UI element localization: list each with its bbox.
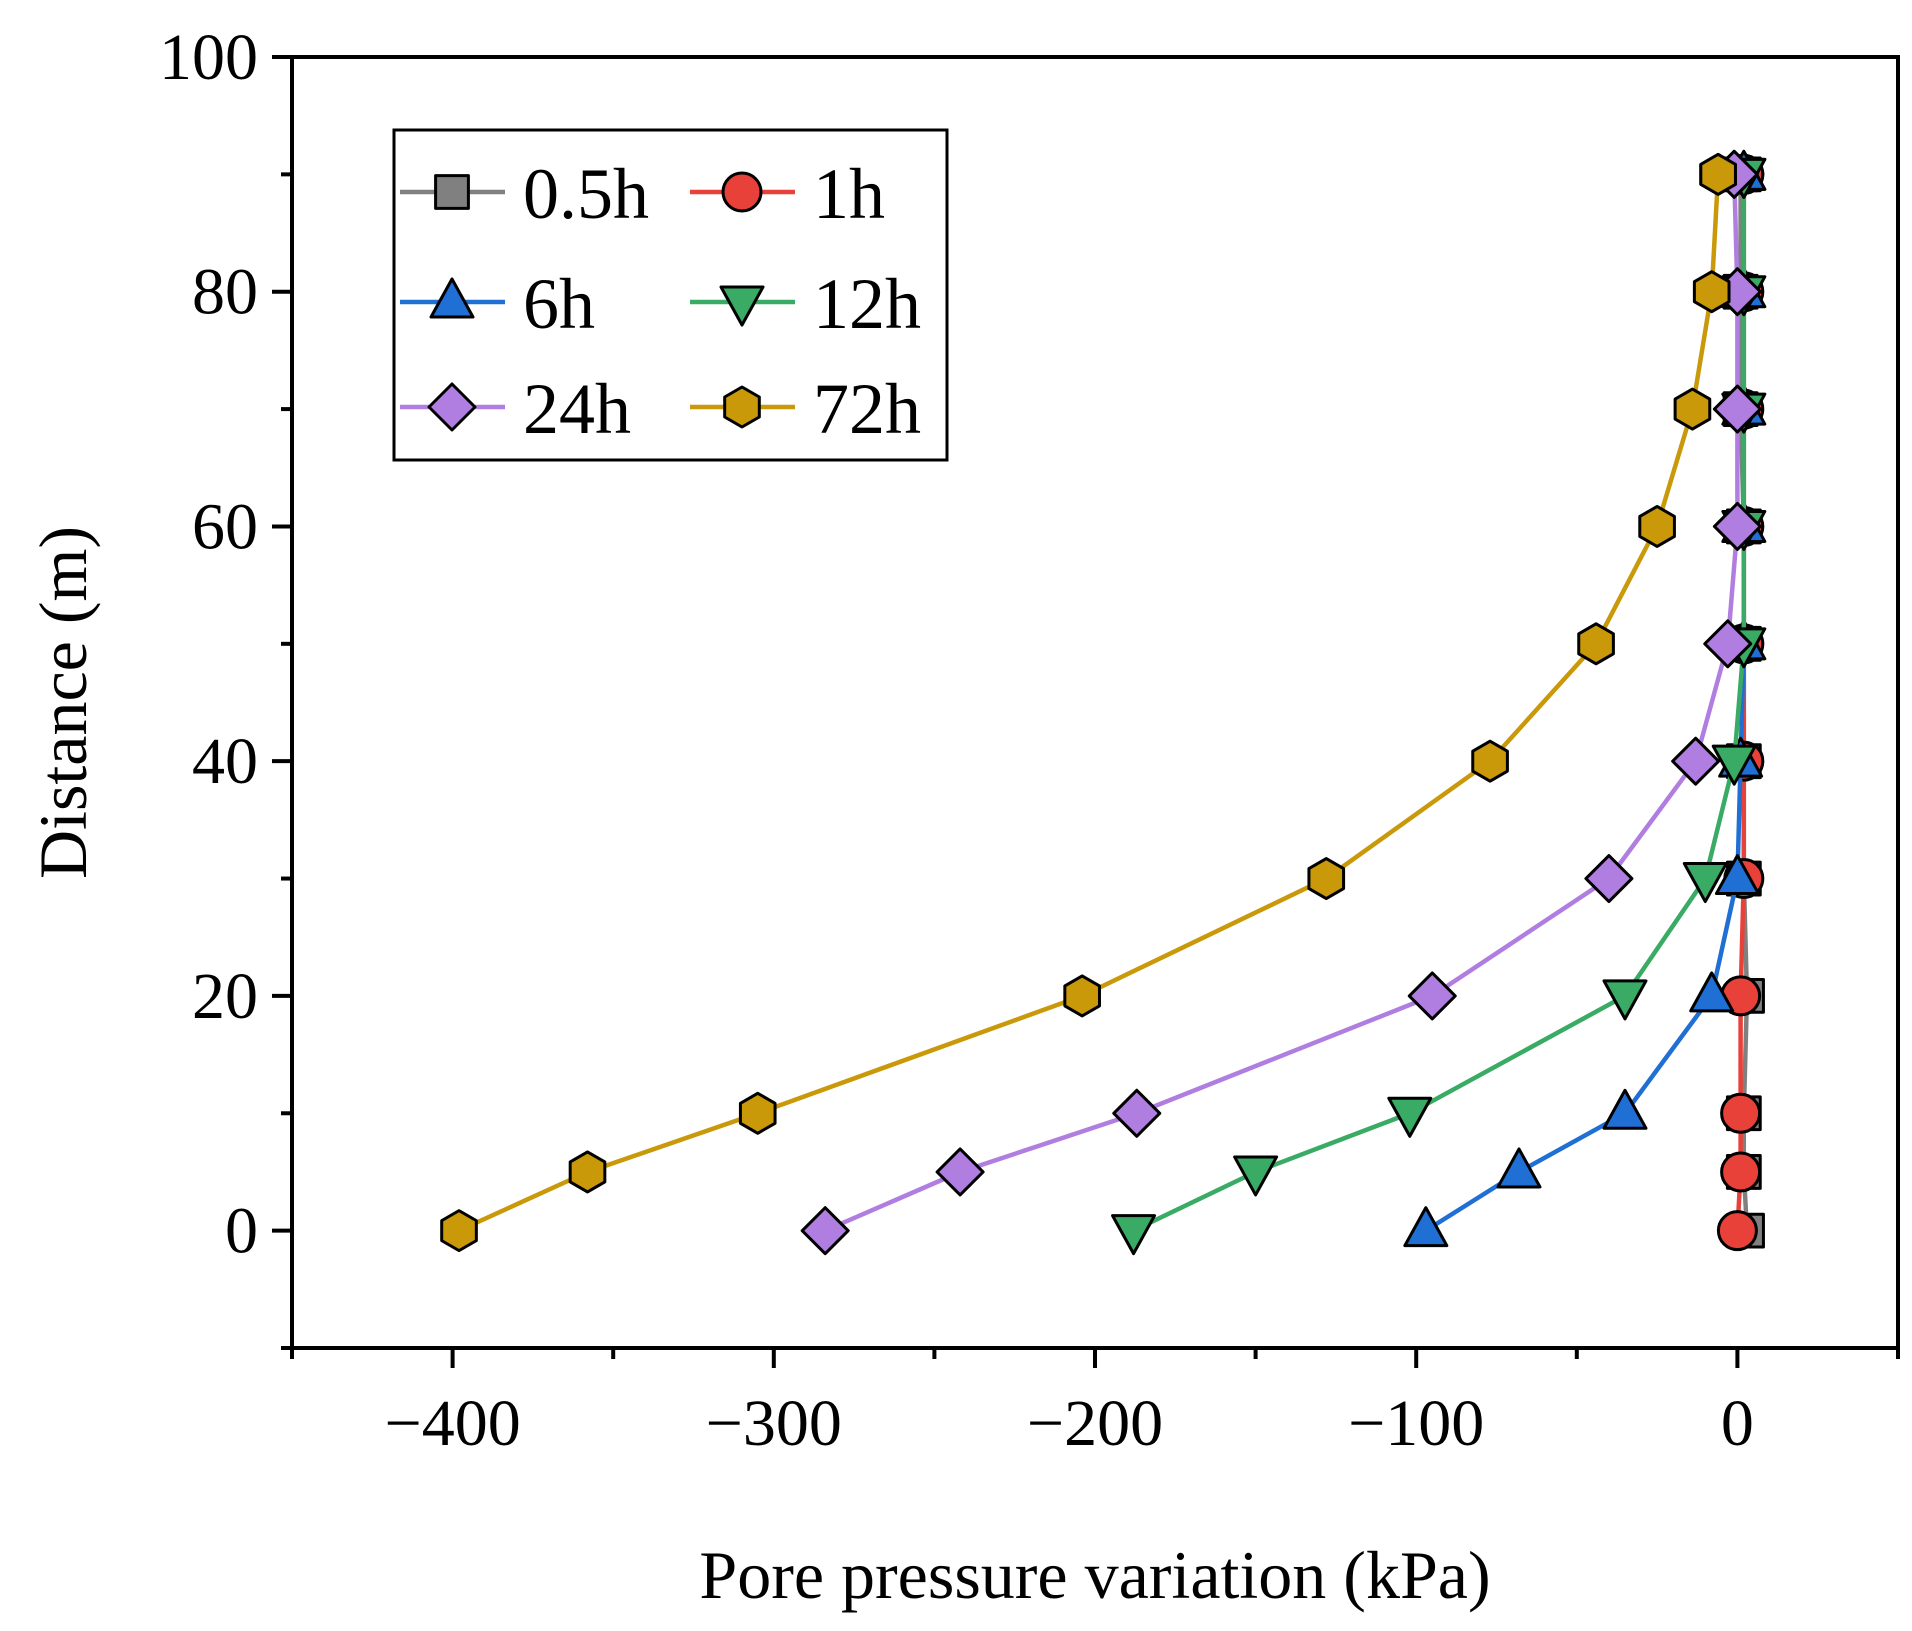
y-tick-label: 0 — [225, 1195, 258, 1268]
marker-hexagon — [1638, 504, 1676, 548]
marker-hexagon — [440, 1209, 478, 1253]
marker-triangle-down — [1682, 862, 1728, 904]
marker-hexagon — [723, 385, 761, 429]
marker-diamond — [1712, 501, 1762, 551]
marker-diamond — [1712, 384, 1762, 434]
marker-hexagon — [1699, 152, 1737, 196]
marker-triangle-down — [1711, 744, 1757, 786]
x-tick-label: −300 — [706, 1387, 842, 1460]
marker-triangle-up — [1496, 1147, 1542, 1189]
legend-label: 72h — [813, 369, 921, 449]
series-12h — [1111, 157, 1767, 1256]
legend-label: 0.5h — [523, 154, 649, 234]
series-72h — [440, 152, 1737, 1253]
series-line — [1424, 174, 1747, 1233]
marker-diamond — [1407, 971, 1457, 1021]
y-tick-label: 40 — [192, 725, 258, 798]
marker-triangle-down — [1111, 1214, 1157, 1256]
marker-circle — [721, 171, 763, 213]
y-tick-label: 20 — [192, 960, 258, 1033]
marker-hexagon — [738, 1091, 777, 1135]
legend-item-1h: 1h — [690, 154, 885, 234]
marker-triangle-up — [429, 277, 475, 319]
legend-item-24h: 24h — [400, 369, 631, 449]
marker-hexagon — [1063, 974, 1101, 1018]
marker-triangle-down — [1602, 979, 1648, 1021]
x-tick-label: 0 — [1721, 1387, 1754, 1460]
y-tick-label: 80 — [192, 256, 258, 329]
marker-diamond — [1112, 1088, 1162, 1138]
legend-item-0.5h: 0.5h — [400, 154, 649, 234]
x-tick-label: −100 — [1348, 1387, 1484, 1460]
marker-triangle-down — [719, 285, 765, 327]
legend-label: 6h — [523, 264, 595, 344]
legend-item-72h: 72h — [690, 369, 921, 449]
marker-diamond — [935, 1147, 985, 1197]
marker-hexagon — [1471, 739, 1509, 783]
marker-triangle-up — [1714, 854, 1760, 896]
marker-hexagon — [568, 1150, 607, 1194]
series-layer — [440, 149, 1767, 1256]
y-axis-title: Distance (m) — [25, 526, 101, 879]
marker-triangle-down — [1387, 1096, 1433, 1138]
marker-diamond — [427, 382, 477, 432]
marker-diamond — [800, 1206, 850, 1256]
legend-label: 12h — [813, 264, 921, 344]
marker-hexagon — [1307, 857, 1346, 901]
series-line — [824, 174, 1740, 1233]
y-tick-label: 60 — [192, 490, 258, 563]
x-tick-label: −200 — [1027, 1387, 1163, 1460]
marker-diamond — [1703, 619, 1753, 669]
marker-hexagon — [1692, 270, 1731, 314]
marker-circle — [1720, 1092, 1762, 1134]
marker-diamond — [1584, 854, 1634, 904]
marker-square — [434, 174, 470, 210]
axes-layer: −400 −300 −200 −100 0 0 20 40 60 80 100 — [159, 21, 1900, 1460]
x-axis-title: Pore pressure variation (kPa) — [699, 1537, 1490, 1613]
legend-item-6h: 6h — [400, 264, 595, 344]
legend: 0.5h 1h 6h 12h 24h 72h — [392, 128, 949, 462]
marker-triangle-up — [1689, 971, 1735, 1013]
marker-hexagon — [1577, 622, 1615, 666]
marker-triangle-down — [1233, 1155, 1279, 1197]
y-tick-label: 100 — [159, 21, 258, 94]
x-tick-label: −400 — [384, 1387, 520, 1460]
marker-circle — [1716, 1210, 1758, 1252]
legend-label: 24h — [523, 369, 631, 449]
marker-triangle-up — [1602, 1088, 1648, 1130]
series-line — [1132, 174, 1747, 1233]
marker-diamond — [1671, 736, 1721, 786]
marker-hexagon — [1673, 387, 1712, 431]
legend-label: 1h — [813, 154, 885, 234]
marker-circle — [1720, 1151, 1762, 1193]
marker-triangle-up — [1403, 1206, 1449, 1248]
legend-item-12h: 12h — [690, 264, 921, 344]
